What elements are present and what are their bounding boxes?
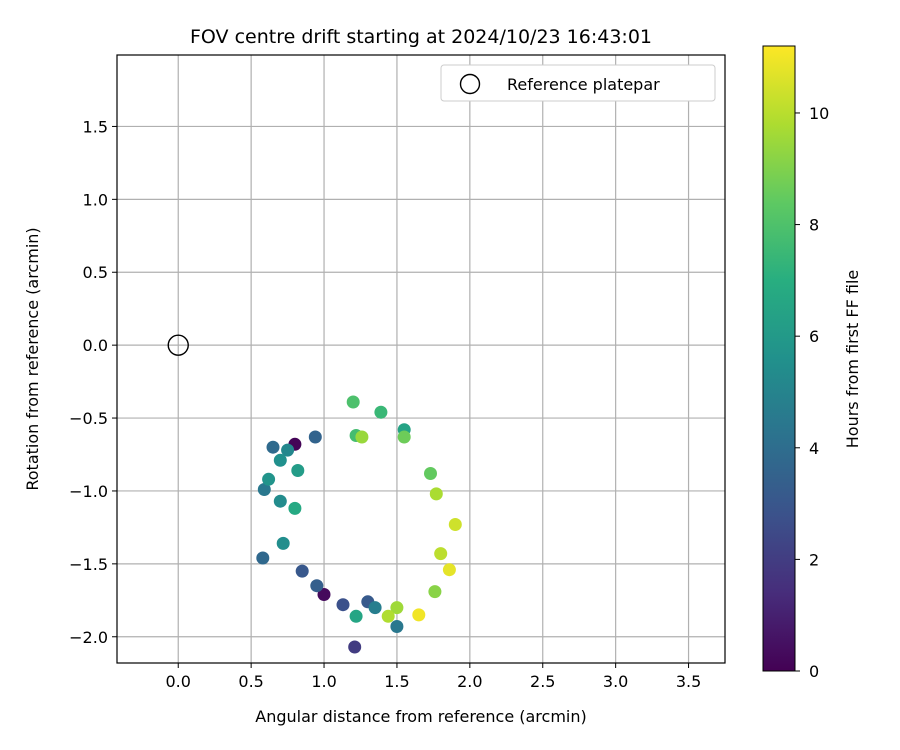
legend-box [440,64,716,102]
scatter-point [257,483,271,496]
x-axis-label: Angular distance from reference (arcmin) [255,707,586,726]
reference-point [167,334,189,356]
scatter-point [355,430,369,444]
scatter-point [310,579,324,593]
colorbar-tick-label: 6 [809,327,819,346]
y-tick-label: 0.0 [83,336,108,355]
scatter-point [412,608,426,622]
x-tick-label: 3.0 [603,672,628,691]
scatter-point [273,453,287,467]
scatter-point [256,551,270,565]
colorbar-tick-label: 8 [809,216,819,235]
legend-entry-label: Reference platepar [507,75,660,94]
y-axis-label: Rotation from reference (arcmin) [23,227,42,490]
scatter-point [424,467,437,480]
colorbar-tick-label: 10 [809,104,829,123]
x-tick-label: 2.5 [530,672,555,691]
scatter-point [374,405,388,419]
scatter-point [349,609,363,623]
scatter-point [262,472,276,486]
scatter-point [295,564,309,578]
gridlines [117,55,725,663]
y-tick-label: 1.0 [83,190,108,209]
scatter-point [266,440,280,454]
y-tick-label: −1.0 [69,482,108,501]
x-tick-label: 2.0 [457,672,482,691]
y-axis-ticks: −2.0 −1.5 −1.0 −0.5 0.0 0.5 1.0 1.5 [69,117,117,647]
scatter-point [390,601,404,615]
scatter-point [428,585,442,599]
colorbar: 0 2 4 6 8 10 Hours from first FF file [762,45,862,681]
legend: Reference platepar [440,64,716,102]
scatter-point [281,443,295,457]
colorbar-tick-label: 2 [809,550,819,569]
scatter-point [381,609,395,623]
scatter-point [308,430,322,444]
x-tick-label: 1.0 [311,672,336,691]
x-tick-label: 1.5 [384,672,409,691]
scatter-point [397,430,411,444]
scatter-point [390,620,404,633]
y-tick-label: 1.5 [83,117,108,136]
x-axis-ticks: 0.0 0.5 1.0 1.5 2.0 2.5 3.0 3.5 [166,663,701,691]
x-tick-label: 3.5 [676,672,701,691]
y-tick-label: −1.5 [69,555,108,574]
y-tick-label: −0.5 [69,409,108,428]
scatter-point [429,487,443,501]
scatter-point [291,464,305,477]
scatter-point [368,601,382,615]
reference-marker [167,334,189,356]
scatter-point [448,518,462,531]
colorbar-strip [762,45,796,672]
colorbar-tick-label: 4 [809,439,819,458]
scatter-point [336,598,350,612]
chart-title: FOV centre drift starting at 2024/10/23 … [190,26,652,48]
y-tick-label: −2.0 [69,628,108,647]
scatter-point [317,588,331,601]
y-tick-label: 0.5 [83,263,108,282]
colorbar-tick-label: 0 [809,662,819,681]
colorbar-ticks: 0 2 4 6 8 10 [795,104,829,681]
scatter-point [273,494,287,508]
scatter-point [288,501,302,515]
scatter-point [348,640,362,654]
legend-marker-icon [459,73,481,95]
scatter-point [442,563,456,577]
x-tick-label: 0.0 [166,672,191,691]
scatter-point [434,547,448,561]
scatter-point [276,536,290,550]
colorbar-label: Hours from first FF file [843,270,862,449]
scatter-point [346,395,360,409]
scatter-series [256,395,462,654]
x-tick-label: 0.5 [238,672,263,691]
plot-frame [116,54,726,664]
